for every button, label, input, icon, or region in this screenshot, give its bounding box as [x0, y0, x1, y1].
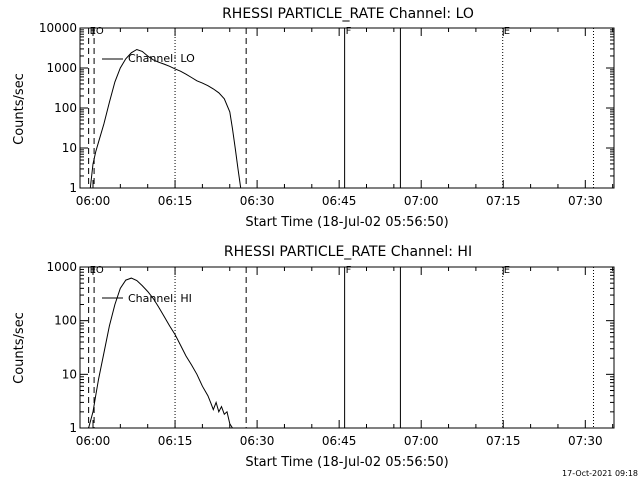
panel-hi-x-tick-label: 06:00 [76, 434, 111, 448]
panel-hi-event-label: EO [90, 265, 104, 276]
panel-lo-y-tick-label: 100 [54, 101, 77, 115]
panel-hi: RHESSI PARTICLE_RATE Channel: HI Counts/… [12, 244, 615, 470]
panel-hi-legend-label: Channel: HI [128, 292, 192, 305]
panel-hi-y-tick-label: 10 [62, 367, 77, 381]
panel-lo-series-line [89, 48, 242, 189]
panel-lo-title: RHESSI PARTICLE_RATE Channel: LO [222, 6, 474, 22]
panel-lo-x-tick-label: 07:00 [404, 194, 439, 208]
panel-lo-y-tick-label: 10 [62, 141, 77, 155]
panel-hi-y-tick-label: 1 [69, 421, 77, 435]
panel-hi-x-tick-label: 06:45 [322, 434, 357, 448]
panel-lo-x-tick-label: 06:00 [76, 194, 111, 208]
panel-hi-event-label: F [346, 265, 352, 276]
panel-lo-event-label: E [504, 26, 510, 37]
panel-hi-title: RHESSI PARTICLE_RATE Channel: HI [224, 244, 472, 260]
panel-hi-x-tick-label: 07:30 [568, 434, 603, 448]
panel-lo-event-label: F [346, 26, 352, 37]
panel-lo-y-tick-label: 1000 [46, 61, 77, 75]
panel-lo-event-label: EO [90, 26, 104, 37]
panel-hi-series-line [88, 277, 233, 429]
panel-lo-x-tick-label: 06:45 [322, 194, 357, 208]
panel-hi-y-axis-label: Counts/sec [12, 312, 27, 384]
panel-hi-x-tick-label: 06:30 [240, 434, 275, 448]
panel-hi-x-tick-label: 07:00 [404, 434, 439, 448]
panel-hi-event-label: E [504, 265, 510, 276]
panel-hi-x-tick-label: 06:15 [158, 434, 193, 448]
panel-lo-legend-label: Channel: LO [128, 52, 195, 65]
footer-timestamp: 17-Oct-2021 09:18 [562, 469, 638, 478]
panel-lo-y-axis-label: Counts/sec [12, 73, 27, 145]
panel-lo: RHESSI PARTICLE_RATE Channel: LO Counts/… [12, 6, 615, 230]
panel-lo-y-tick-label: 1 [69, 181, 77, 195]
panel-lo-x-tick-label: 07:15 [486, 194, 521, 208]
panel-hi-axes-frame [79, 266, 615, 429]
panel-lo-x-tick-label: 06:15 [158, 194, 193, 208]
panel-lo-x-axis-label: Start Time (18-Jul-02 05:56:50) [245, 215, 448, 230]
panel-lo-x-tick-label: 07:30 [568, 194, 603, 208]
panel-lo-x-tick-label: 06:30 [240, 194, 275, 208]
panel-hi-x-tick-label: 07:15 [486, 434, 521, 448]
panel-lo-y-tick-label: 10000 [39, 21, 77, 35]
panel-hi-y-tick-label: 1000 [46, 260, 77, 274]
panel-hi-y-tick-label: 100 [54, 314, 77, 328]
panel-hi-x-axis-label: Start Time (18-Jul-02 05:56:50) [245, 455, 448, 470]
